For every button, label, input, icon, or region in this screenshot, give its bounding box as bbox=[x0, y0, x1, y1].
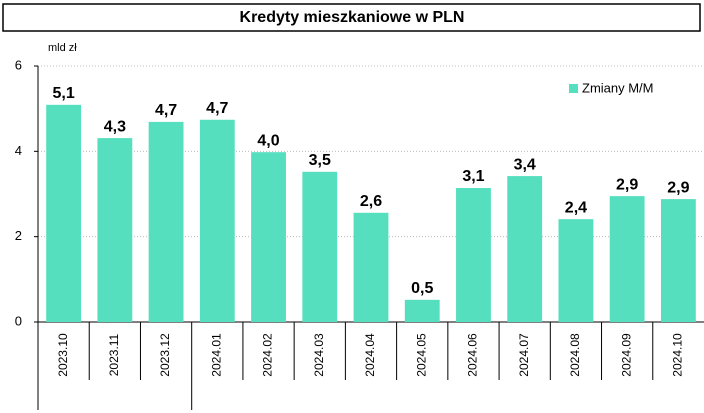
value-label: 2,9 bbox=[616, 176, 638, 193]
bar bbox=[97, 138, 133, 322]
bar bbox=[46, 104, 82, 323]
x-tick-label: 2024.04 bbox=[363, 333, 377, 377]
x-tick-label: 2024.10 bbox=[671, 333, 685, 377]
value-label: 3,4 bbox=[514, 156, 536, 173]
value-label: 2,4 bbox=[565, 199, 587, 216]
legend-label: Zmiany M/M bbox=[582, 80, 654, 95]
value-label: 5,1 bbox=[52, 85, 74, 102]
x-tick-label: 2023.10 bbox=[56, 333, 70, 377]
x-tick-label: 2024.02 bbox=[261, 333, 275, 377]
value-label: 4,7 bbox=[206, 100, 228, 117]
x-tick-label: 2024.01 bbox=[209, 333, 223, 377]
value-label: 3,1 bbox=[462, 168, 484, 185]
value-label: 4,7 bbox=[155, 102, 177, 119]
y-tick-label: 0 bbox=[15, 313, 22, 328]
x-tick-label: 2024.08 bbox=[568, 333, 582, 377]
bar bbox=[353, 212, 389, 322]
x-tick-label: 2024.09 bbox=[619, 333, 633, 377]
x-tick-label: 2024.05 bbox=[414, 333, 428, 377]
bar bbox=[507, 176, 543, 322]
bar bbox=[404, 299, 440, 322]
bar bbox=[251, 152, 286, 322]
legend-swatch bbox=[569, 84, 578, 93]
x-tick-label: 2024.06 bbox=[466, 333, 480, 377]
value-label: 0,5 bbox=[411, 280, 433, 297]
x-tick-label: 2024.03 bbox=[312, 333, 326, 377]
title-box bbox=[2, 3, 701, 32]
value-label: 4,3 bbox=[104, 118, 126, 135]
value-label: 3,5 bbox=[309, 152, 331, 169]
bar bbox=[558, 219, 594, 322]
bar bbox=[199, 119, 235, 322]
value-label: 2,9 bbox=[667, 179, 689, 196]
y-tick-label: 4 bbox=[15, 143, 22, 158]
y-axis-label: mld zł bbox=[48, 42, 77, 54]
value-label: 4,0 bbox=[257, 132, 279, 149]
y-tick-label: 6 bbox=[15, 57, 22, 72]
chart-title: Kredyty mieszkaniowe w PLN bbox=[240, 9, 465, 26]
bar bbox=[456, 188, 491, 322]
bar bbox=[148, 121, 184, 322]
bar bbox=[609, 196, 645, 322]
value-label: 2,6 bbox=[360, 193, 382, 210]
x-tick-label: 2023.12 bbox=[158, 333, 172, 377]
y-tick-label: 2 bbox=[15, 228, 22, 243]
x-tick-label: 2023.11 bbox=[107, 333, 121, 376]
bar bbox=[660, 199, 696, 322]
bar bbox=[302, 171, 338, 322]
x-tick-label: 2024.07 bbox=[517, 333, 531, 377]
